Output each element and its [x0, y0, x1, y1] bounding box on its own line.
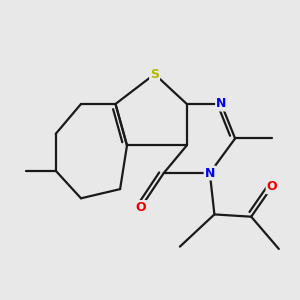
Text: N: N: [205, 167, 215, 179]
Text: O: O: [136, 201, 146, 214]
Text: O: O: [267, 180, 277, 193]
Text: N: N: [216, 98, 226, 110]
Text: S: S: [150, 68, 159, 81]
